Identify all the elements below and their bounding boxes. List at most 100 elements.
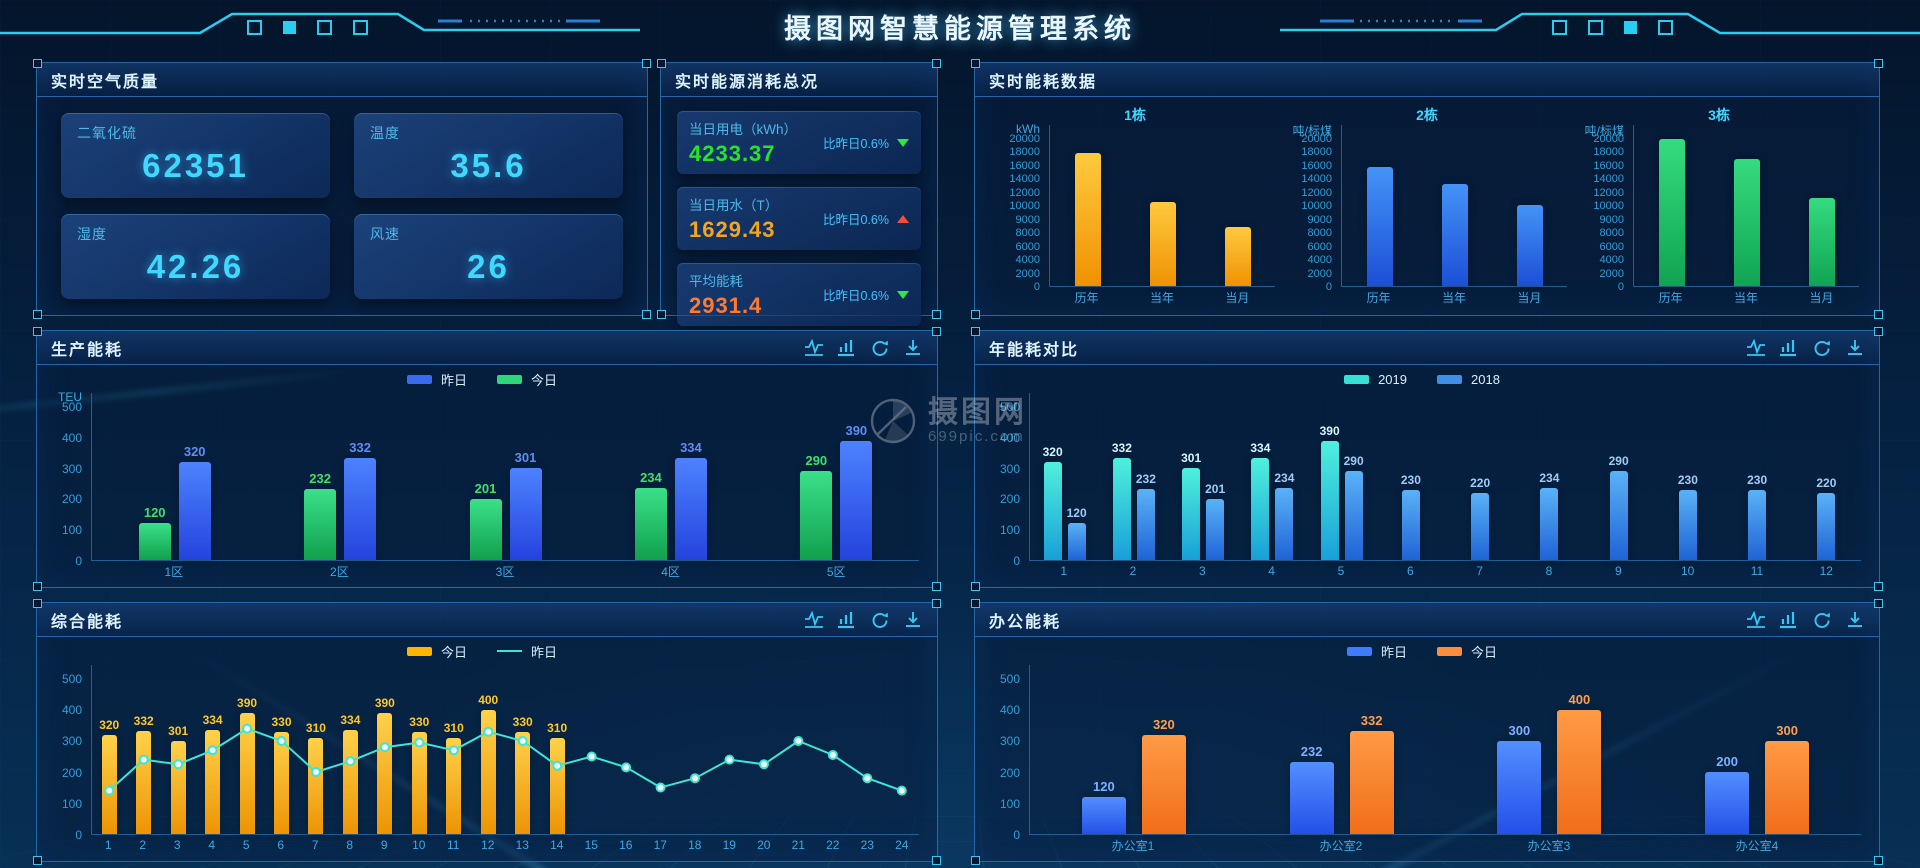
x-category-label: 7	[1476, 564, 1483, 578]
legend-item[interactable]: 2019	[1344, 372, 1407, 387]
bar-group: 234 334	[588, 407, 753, 560]
panel-air-quality: 实时空气质量 二氧化硫 62351 温度 35.6 湿度 42.26 风速 26	[33, 59, 651, 319]
corner-marker	[1874, 310, 1883, 319]
legend-item[interactable]: 昨日	[1346, 642, 1407, 661]
panel-energy-summary: 实时能源消耗总况 当日用电（kWh） 4233.37 比昨日0.6% 当日用水（…	[657, 59, 941, 326]
chart-title: 1栋	[1124, 107, 1146, 123]
bar-value-label: 310	[547, 720, 568, 735]
trend-arrow-icon	[897, 214, 909, 223]
legend-label: 2019	[1378, 371, 1407, 387]
bar-group	[816, 679, 850, 834]
bar-value-label: 390	[374, 696, 395, 711]
bar-group: 320 120	[1030, 407, 1099, 560]
y-tick: 4000	[1307, 254, 1332, 267]
legend-label: 今日	[531, 372, 558, 388]
plot-area: 120 320 232 332 300 400 200 300	[1029, 665, 1861, 835]
legend-item[interactable]: 今日	[1437, 642, 1497, 661]
refresh-icon[interactable]	[870, 611, 890, 629]
bar: 230	[1401, 473, 1421, 560]
bar: 234	[634, 470, 667, 560]
download-icon[interactable]	[903, 339, 923, 357]
x-category-label: 14	[550, 838, 564, 852]
legend-item[interactable]: 昨日	[406, 370, 467, 389]
x-category-label: 11	[447, 838, 460, 852]
summary-compare: 比昨日0.6%	[823, 209, 909, 228]
bar-value-label: 301	[1181, 450, 1202, 465]
chart-legend: 今日 昨日	[45, 641, 919, 661]
x-category-label: 6	[277, 838, 285, 852]
bar-group: 234	[1515, 407, 1584, 560]
bar-value-label: 334	[340, 713, 361, 728]
corner-marker	[971, 59, 980, 68]
line-chart-icon[interactable]	[804, 610, 824, 629]
bar-value-label: 234	[640, 470, 662, 486]
download-icon[interactable]	[1845, 611, 1865, 629]
bar-value-label: 332	[349, 440, 371, 456]
y-tick: 10000	[1593, 200, 1624, 213]
refresh-icon[interactable]	[1812, 611, 1832, 629]
bar: 230	[1678, 473, 1698, 560]
line-chart-icon[interactable]	[1746, 610, 1766, 629]
y-tick: 200	[61, 765, 82, 780]
bar-group: 120 320	[92, 407, 257, 560]
summary-label: 当日用水（T）	[689, 198, 779, 213]
summary-label: 当日用电（kWh）	[689, 122, 797, 137]
line-chart-icon[interactable]	[804, 338, 824, 357]
stat-label: 湿度	[77, 226, 107, 242]
bar-value-label: 320	[1042, 445, 1063, 460]
stat-label: 风速	[370, 226, 400, 242]
bar: 290	[800, 453, 833, 560]
bar: 301	[1181, 451, 1201, 560]
x-category-label: 12	[1819, 564, 1833, 578]
bar-group: 200 300	[1653, 679, 1861, 834]
bar-chart-icon[interactable]	[837, 611, 857, 629]
download-icon[interactable]	[903, 611, 923, 629]
bar-chart-icon[interactable]	[1779, 611, 1799, 629]
corner-marker	[932, 59, 941, 68]
y-tick: 12000	[1301, 186, 1332, 199]
bar-group: 390 290	[1307, 407, 1376, 560]
line-chart-icon[interactable]	[1746, 338, 1766, 357]
corner-marker	[971, 856, 980, 865]
legend-item[interactable]: 今日	[406, 642, 467, 661]
y-tick: 9000	[1307, 213, 1332, 226]
y-tick: 20000	[1301, 133, 1332, 145]
stat-card-wind-speed: 风速 26	[354, 214, 623, 299]
bar-value-label: 120	[1066, 506, 1087, 521]
building2-block: 2栋 吨/标煤 0 2000 4000 6000 8000 9000 10000 12000 14…	[1281, 101, 1573, 307]
bar-value-label: 330	[409, 714, 430, 729]
bar-group: 290 390	[754, 407, 919, 560]
download-icon[interactable]	[1845, 339, 1865, 357]
refresh-icon[interactable]	[1812, 339, 1832, 357]
y-axis-unit: kWh	[1016, 122, 1040, 136]
panel-toolbar	[1746, 338, 1865, 357]
y-axis-unit: 吨/标煤	[1292, 124, 1332, 138]
bar	[1074, 153, 1101, 286]
legend-item[interactable]: 2018	[1437, 372, 1500, 387]
x-axis-labels: 历年 当年 当月	[1633, 287, 1859, 307]
refresh-icon[interactable]	[870, 339, 890, 357]
bar-group: 220	[1446, 407, 1515, 560]
x-category-label: 3	[1198, 564, 1206, 578]
bar-chart-icon[interactable]	[837, 339, 857, 357]
bar: 390	[1320, 424, 1340, 560]
y-tick: 14000	[1593, 173, 1624, 186]
bar-group	[1125, 139, 1200, 286]
bar-value-label: 290	[805, 453, 828, 469]
panel-header: 办公能耗	[975, 603, 1879, 637]
bar-value-label: 234	[1274, 471, 1295, 486]
corner-marker	[971, 310, 980, 319]
legend-label: 昨日	[531, 644, 558, 660]
plot-area	[1049, 125, 1275, 287]
legend-item[interactable]: 昨日	[497, 642, 557, 661]
legend-item[interactable]: 今日	[497, 370, 557, 389]
bar-chart-icon[interactable]	[1779, 339, 1799, 357]
y-axis: TEU 0 100 200 300 400 500	[45, 390, 91, 567]
corner-marker	[932, 327, 941, 336]
bar-value-label: 400	[478, 693, 499, 707]
panel-title: 实时能耗数据	[989, 73, 1098, 91]
summary-value: 1629.43	[689, 217, 776, 242]
plot-area	[1633, 125, 1859, 287]
x-category-label: 16	[619, 838, 633, 852]
panel-toolbar	[1746, 610, 1865, 629]
